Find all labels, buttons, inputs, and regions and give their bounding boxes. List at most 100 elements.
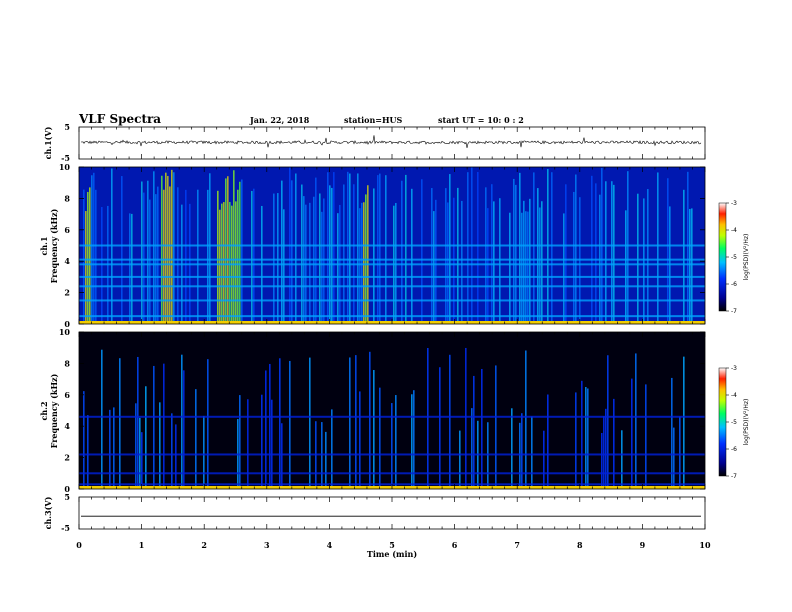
spectral-burst xyxy=(363,202,365,324)
spectral-burst xyxy=(185,189,187,324)
spectral-burst xyxy=(687,171,689,324)
ytick-label: 2 xyxy=(64,453,70,463)
spectral-burst xyxy=(139,417,141,489)
spectral-burst xyxy=(113,407,115,489)
ch1-spectrogram-channel-label: ch.1 xyxy=(39,236,49,255)
spectral-burst xyxy=(485,187,487,324)
ch3-waveform-ylabel: ch.3(V) xyxy=(43,496,53,529)
spectral-burst xyxy=(563,213,565,324)
spectral-burst xyxy=(119,358,121,489)
spectral-burst xyxy=(271,399,273,489)
spectral-burst xyxy=(141,432,143,489)
spectral-burst xyxy=(163,189,165,324)
start-ut-label: start UT = 10: 0 : 2 xyxy=(438,115,524,125)
spectral-burst xyxy=(195,389,197,489)
spectral-burst xyxy=(529,198,531,324)
ch1-spectrogram-ylabel: Frequency (kHz) xyxy=(49,208,59,283)
ch2-colorbar-label: log(PSD)(V²/Hz) xyxy=(743,399,750,446)
spectral-burst xyxy=(291,180,293,324)
spectral-burst xyxy=(453,197,455,324)
ch3-ytick-top: 5 xyxy=(64,492,70,502)
xtick-label: 8 xyxy=(577,540,583,550)
spectral-line xyxy=(79,415,705,418)
spectral-burst xyxy=(321,422,323,489)
spectral-burst xyxy=(635,353,637,489)
spectral-burst xyxy=(87,415,89,489)
spectral-burst xyxy=(573,191,575,324)
spectral-burst xyxy=(447,202,449,324)
spectral-burst xyxy=(671,377,673,489)
spectral-burst xyxy=(541,201,543,324)
spectral-burst xyxy=(379,387,381,489)
spectral-burst xyxy=(595,183,597,324)
spectral-burst xyxy=(85,211,87,324)
spectral-burst xyxy=(627,171,629,324)
spectral-burst xyxy=(157,186,159,324)
date-label: Jan. 22, 2018 xyxy=(249,115,310,125)
spectral-burst xyxy=(143,192,145,324)
spectral-burst xyxy=(369,351,371,489)
spectral-burst xyxy=(683,189,685,324)
ytick-label: 0 xyxy=(64,484,70,494)
spectral-burst xyxy=(621,430,623,489)
ch1-ytick-top: 5 xyxy=(64,122,70,132)
spectral-burst xyxy=(367,185,369,324)
spectral-burst xyxy=(169,186,171,324)
ch3-ytick-bottom: -5 xyxy=(61,523,70,533)
colorbar-tick-label: -5 xyxy=(731,254,737,261)
spectral-burst xyxy=(527,211,529,324)
spectral-burst xyxy=(349,173,351,324)
spectral-burst xyxy=(373,188,375,324)
spectral-burst xyxy=(467,172,469,324)
spectral-burst xyxy=(547,169,549,324)
spectral-burst xyxy=(347,171,349,324)
spectral-burst xyxy=(171,413,173,489)
spectral-burst xyxy=(537,188,539,324)
spectral-burst xyxy=(683,356,685,489)
spectral-burst xyxy=(177,187,179,324)
spectral-burst xyxy=(691,208,693,324)
spectral-burst xyxy=(289,360,291,489)
spectral-burst xyxy=(137,356,139,489)
spectral-burst xyxy=(295,173,297,324)
spectral-burst xyxy=(525,350,527,489)
spectral-burst xyxy=(235,201,237,324)
spectral-burst xyxy=(605,181,607,324)
spectral-burst xyxy=(457,187,459,324)
spectral-burst xyxy=(493,201,495,324)
spectral-burst xyxy=(411,188,413,324)
colorbar-tick-label: -7 xyxy=(731,473,737,480)
spectral-burst xyxy=(219,209,221,324)
xtick-label: 10 xyxy=(699,540,711,550)
spectral-burst xyxy=(427,347,429,489)
spectral-burst xyxy=(645,384,647,489)
spectral-burst xyxy=(613,398,615,489)
spectral-burst xyxy=(481,368,483,489)
spectral-burst xyxy=(141,181,143,324)
xtick-label: 4 xyxy=(327,540,333,550)
spectral-burst xyxy=(333,172,335,324)
colorbar-tick-label: -4 xyxy=(731,227,737,234)
spectral-burst xyxy=(465,347,467,489)
spectral-burst xyxy=(175,424,177,489)
spectral-burst xyxy=(657,172,659,324)
colorbar-tick-label: -4 xyxy=(731,392,737,399)
spectral-burst xyxy=(349,357,351,489)
spectral-burst xyxy=(587,388,589,489)
spectral-burst xyxy=(575,174,577,324)
xtick-label: 3 xyxy=(264,540,270,550)
spectral-burst xyxy=(153,365,155,489)
spectral-burst xyxy=(513,178,515,324)
spectral-burst xyxy=(161,175,163,324)
spectral-line xyxy=(79,315,705,318)
ytick-label: 10 xyxy=(59,327,71,337)
spectral-burst xyxy=(521,212,523,324)
spectral-burst xyxy=(607,355,609,489)
spectral-burst xyxy=(581,380,583,489)
spectral-burst xyxy=(159,402,161,489)
spectral-burst xyxy=(689,208,691,324)
spectral-burst xyxy=(433,211,435,324)
spectral-burst xyxy=(525,211,527,324)
